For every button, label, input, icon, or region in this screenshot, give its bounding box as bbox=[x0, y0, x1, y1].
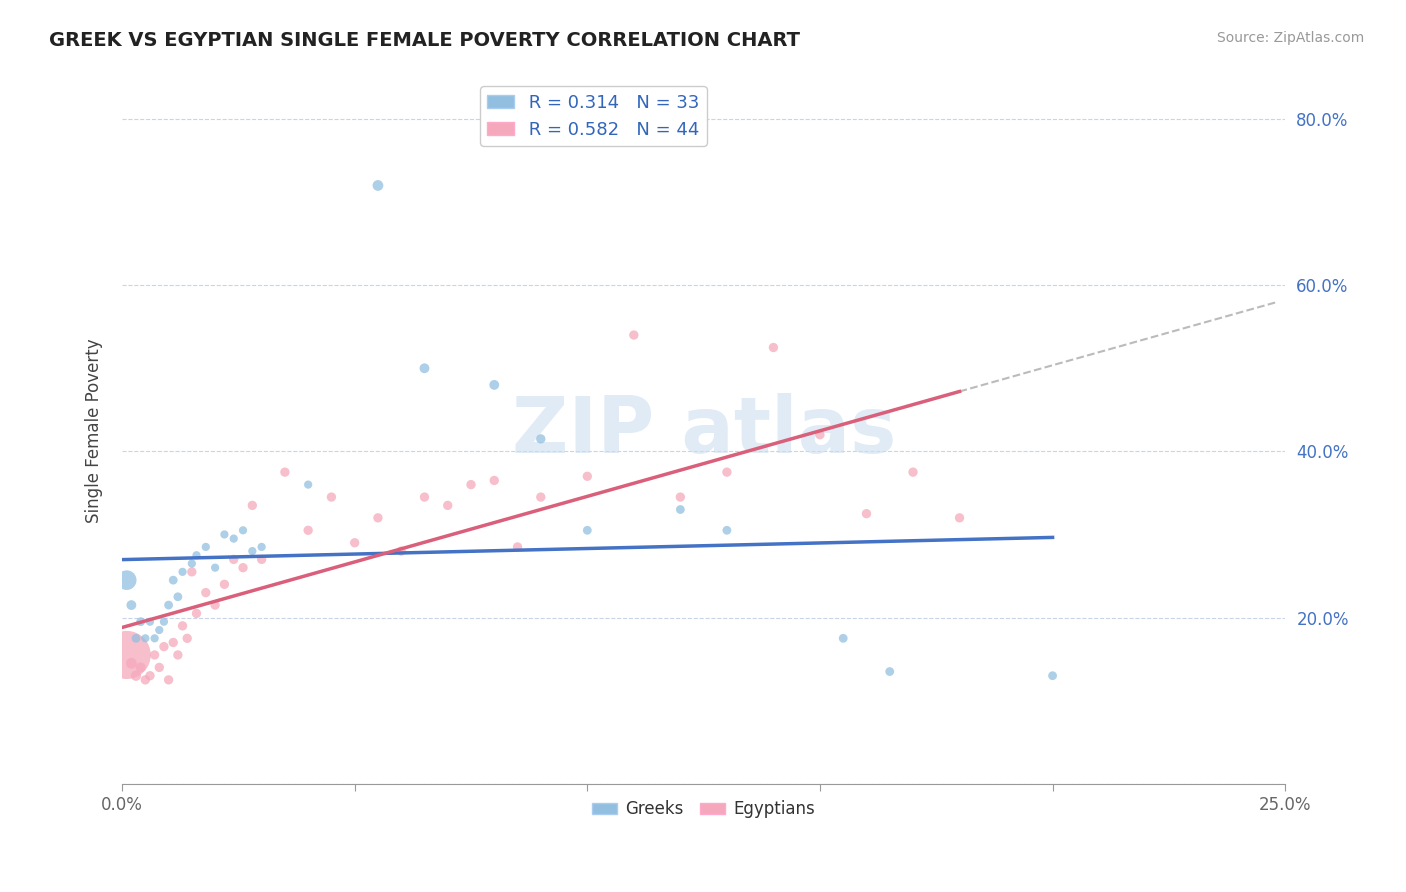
Text: GREEK VS EGYPTIAN SINGLE FEMALE POVERTY CORRELATION CHART: GREEK VS EGYPTIAN SINGLE FEMALE POVERTY … bbox=[49, 31, 800, 50]
Point bbox=[506, 540, 529, 554]
Point bbox=[250, 552, 273, 566]
Y-axis label: Single Female Poverty: Single Female Poverty bbox=[86, 338, 103, 523]
Point bbox=[413, 490, 436, 504]
Point bbox=[143, 632, 166, 646]
Point bbox=[172, 619, 194, 633]
Point bbox=[484, 377, 506, 392]
Point bbox=[125, 669, 148, 683]
Point bbox=[129, 660, 152, 674]
Point bbox=[214, 527, 236, 541]
Point bbox=[762, 341, 785, 355]
Point bbox=[194, 540, 217, 554]
Point bbox=[1042, 669, 1064, 683]
Point bbox=[162, 635, 184, 649]
Point bbox=[240, 544, 263, 558]
Point bbox=[148, 660, 170, 674]
Point bbox=[808, 427, 831, 442]
Point bbox=[274, 465, 297, 479]
Point bbox=[576, 524, 599, 538]
Point bbox=[484, 474, 506, 488]
Point bbox=[297, 477, 319, 491]
Text: ZIP atlas: ZIP atlas bbox=[512, 392, 896, 468]
Point bbox=[669, 502, 692, 516]
Point bbox=[120, 598, 142, 612]
Legend: Greeks, Egyptians: Greeks, Egyptians bbox=[585, 794, 823, 825]
Point bbox=[576, 469, 599, 483]
Point bbox=[139, 669, 162, 683]
Point bbox=[172, 565, 194, 579]
Point bbox=[153, 640, 176, 654]
Point bbox=[669, 490, 692, 504]
Point bbox=[167, 648, 190, 662]
Point bbox=[855, 507, 877, 521]
Point bbox=[240, 499, 263, 513]
Point bbox=[321, 490, 343, 504]
Point bbox=[120, 657, 142, 671]
Point bbox=[232, 524, 254, 538]
Point bbox=[948, 511, 970, 525]
Point bbox=[716, 465, 738, 479]
Point bbox=[204, 598, 226, 612]
Point bbox=[460, 477, 482, 491]
Point bbox=[232, 560, 254, 574]
Point bbox=[129, 615, 152, 629]
Point bbox=[143, 648, 166, 662]
Point bbox=[716, 524, 738, 538]
Point bbox=[134, 632, 156, 646]
Point bbox=[250, 540, 273, 554]
Point bbox=[157, 598, 180, 612]
Point bbox=[176, 632, 198, 646]
Point bbox=[389, 544, 412, 558]
Text: Source: ZipAtlas.com: Source: ZipAtlas.com bbox=[1216, 31, 1364, 45]
Point bbox=[153, 615, 176, 629]
Point bbox=[214, 577, 236, 591]
Point bbox=[367, 511, 389, 525]
Point bbox=[180, 565, 202, 579]
Point bbox=[222, 532, 245, 546]
Point bbox=[125, 632, 148, 646]
Point bbox=[436, 499, 458, 513]
Point bbox=[134, 673, 156, 687]
Point bbox=[180, 557, 202, 571]
Point bbox=[167, 590, 190, 604]
Point bbox=[530, 490, 553, 504]
Point bbox=[115, 648, 138, 662]
Point bbox=[530, 432, 553, 446]
Point bbox=[162, 573, 184, 587]
Point bbox=[413, 361, 436, 376]
Point bbox=[148, 623, 170, 637]
Point bbox=[623, 328, 645, 343]
Point bbox=[901, 465, 924, 479]
Point bbox=[186, 548, 208, 562]
Point bbox=[186, 607, 208, 621]
Point bbox=[157, 673, 180, 687]
Point bbox=[194, 585, 217, 599]
Point bbox=[222, 552, 245, 566]
Point bbox=[139, 615, 162, 629]
Point bbox=[297, 524, 319, 538]
Point bbox=[204, 560, 226, 574]
Point bbox=[115, 573, 138, 587]
Point bbox=[343, 535, 366, 549]
Point bbox=[832, 632, 855, 646]
Point bbox=[879, 665, 901, 679]
Point bbox=[367, 178, 389, 193]
